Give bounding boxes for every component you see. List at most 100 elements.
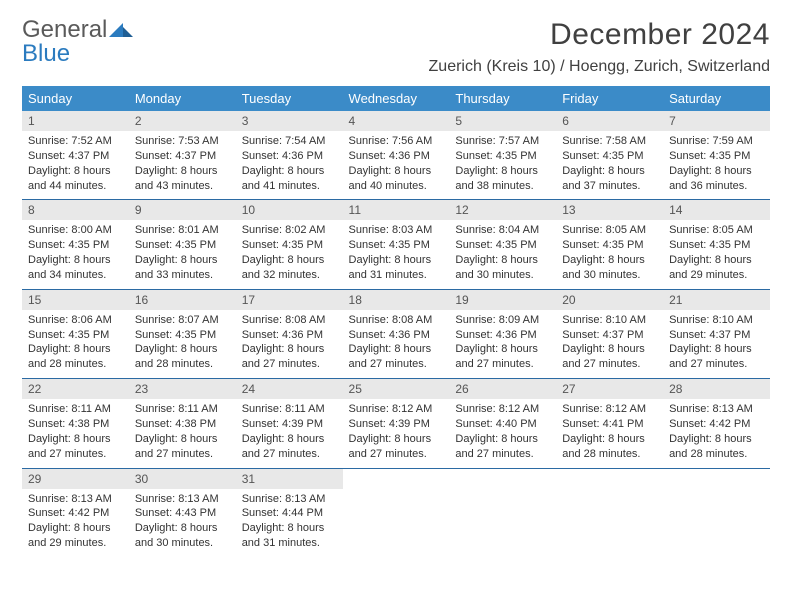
day-number: 4 [343,111,450,131]
day-details: Sunrise: 8:13 AMSunset: 4:42 PMDaylight:… [663,399,770,467]
day-cell: 3Sunrise: 7:54 AMSunset: 4:36 PMDaylight… [236,111,343,200]
day-cell: .. [449,468,556,557]
day-number: 21 [663,290,770,310]
day-details: Sunrise: 8:01 AMSunset: 4:35 PMDaylight:… [129,220,236,288]
day-number: 1 [22,111,129,131]
col-thursday: Thursday [449,86,556,111]
day-number: 13 [556,200,663,220]
day-details: Sunrise: 8:07 AMSunset: 4:35 PMDaylight:… [129,310,236,378]
calendar-page: General Blue December 2024 Zuerich (Krei… [0,0,792,575]
day-cell: 4Sunrise: 7:56 AMSunset: 4:36 PMDaylight… [343,111,450,200]
day-cell: 11Sunrise: 8:03 AMSunset: 4:35 PMDayligh… [343,200,450,289]
week-row: 1Sunrise: 7:52 AMSunset: 4:37 PMDaylight… [22,111,770,200]
day-details: Sunrise: 8:11 AMSunset: 4:38 PMDaylight:… [129,399,236,467]
day-number: 23 [129,379,236,399]
header: General Blue December 2024 Zuerich (Krei… [22,18,770,76]
month-title: December 2024 [429,18,770,52]
day-details: Sunrise: 7:52 AMSunset: 4:37 PMDaylight:… [22,131,129,199]
logo: General Blue [22,18,135,66]
day-cell: 8Sunrise: 8:00 AMSunset: 4:35 PMDaylight… [22,200,129,289]
day-details: Sunrise: 8:00 AMSunset: 4:35 PMDaylight:… [22,220,129,288]
day-number: 29 [22,469,129,489]
day-details: Sunrise: 8:10 AMSunset: 4:37 PMDaylight:… [556,310,663,378]
week-row: 15Sunrise: 8:06 AMSunset: 4:35 PMDayligh… [22,289,770,378]
day-details: Sunrise: 8:03 AMSunset: 4:35 PMDaylight:… [343,220,450,288]
day-number: 19 [449,290,556,310]
day-number: 7 [663,111,770,131]
day-cell: 17Sunrise: 8:08 AMSunset: 4:36 PMDayligh… [236,289,343,378]
day-cell: 14Sunrise: 8:05 AMSunset: 4:35 PMDayligh… [663,200,770,289]
day-number: 8 [22,200,129,220]
calendar-table: Sunday Monday Tuesday Wednesday Thursday… [22,86,770,557]
day-cell: 31Sunrise: 8:13 AMSunset: 4:44 PMDayligh… [236,468,343,557]
day-number: 18 [343,290,450,310]
col-friday: Friday [556,86,663,111]
day-number: 15 [22,290,129,310]
day-number: 12 [449,200,556,220]
day-details: Sunrise: 8:05 AMSunset: 4:35 PMDaylight:… [663,220,770,288]
day-number: 20 [556,290,663,310]
day-number: 14 [663,200,770,220]
day-details: Sunrise: 8:13 AMSunset: 4:43 PMDaylight:… [129,489,236,557]
week-row: 8Sunrise: 8:00 AMSunset: 4:35 PMDaylight… [22,200,770,289]
day-cell: 18Sunrise: 8:08 AMSunset: 4:36 PMDayligh… [343,289,450,378]
day-number: 17 [236,290,343,310]
day-cell: 30Sunrise: 8:13 AMSunset: 4:43 PMDayligh… [129,468,236,557]
day-cell: 10Sunrise: 8:02 AMSunset: 4:35 PMDayligh… [236,200,343,289]
day-cell: 20Sunrise: 8:10 AMSunset: 4:37 PMDayligh… [556,289,663,378]
day-cell: 2Sunrise: 7:53 AMSunset: 4:37 PMDaylight… [129,111,236,200]
col-saturday: Saturday [663,86,770,111]
day-details: Sunrise: 7:58 AMSunset: 4:35 PMDaylight:… [556,131,663,199]
day-details: Sunrise: 8:13 AMSunset: 4:44 PMDaylight:… [236,489,343,557]
day-details: Sunrise: 8:13 AMSunset: 4:42 PMDaylight:… [22,489,129,557]
day-details: Sunrise: 8:09 AMSunset: 4:36 PMDaylight:… [449,310,556,378]
day-number: 31 [236,469,343,489]
day-cell: 7Sunrise: 7:59 AMSunset: 4:35 PMDaylight… [663,111,770,200]
day-number: 25 [343,379,450,399]
day-cell: 28Sunrise: 8:13 AMSunset: 4:42 PMDayligh… [663,379,770,468]
logo-icon [109,18,135,42]
day-number: 24 [236,379,343,399]
col-wednesday: Wednesday [343,86,450,111]
day-cell: 23Sunrise: 8:11 AMSunset: 4:38 PMDayligh… [129,379,236,468]
day-cell: 27Sunrise: 8:12 AMSunset: 4:41 PMDayligh… [556,379,663,468]
day-details: Sunrise: 8:05 AMSunset: 4:35 PMDaylight:… [556,220,663,288]
day-number: 10 [236,200,343,220]
day-cell: 24Sunrise: 8:11 AMSunset: 4:39 PMDayligh… [236,379,343,468]
day-cell: 26Sunrise: 8:12 AMSunset: 4:40 PMDayligh… [449,379,556,468]
day-cell: 16Sunrise: 8:07 AMSunset: 4:35 PMDayligh… [129,289,236,378]
day-cell: 5Sunrise: 7:57 AMSunset: 4:35 PMDaylight… [449,111,556,200]
logo-text-general: General [22,16,107,43]
day-number: 5 [449,111,556,131]
day-details: Sunrise: 8:10 AMSunset: 4:37 PMDaylight:… [663,310,770,378]
weekday-header-row: Sunday Monday Tuesday Wednesday Thursday… [22,86,770,111]
day-details: Sunrise: 8:06 AMSunset: 4:35 PMDaylight:… [22,310,129,378]
day-details: Sunrise: 8:02 AMSunset: 4:35 PMDaylight:… [236,220,343,288]
day-number: 11 [343,200,450,220]
day-number: 22 [22,379,129,399]
day-cell: .. [663,468,770,557]
day-details: Sunrise: 7:54 AMSunset: 4:36 PMDaylight:… [236,131,343,199]
day-cell: 9Sunrise: 8:01 AMSunset: 4:35 PMDaylight… [129,200,236,289]
logo-text-blue: Blue [22,40,70,67]
day-details: Sunrise: 8:11 AMSunset: 4:39 PMDaylight:… [236,399,343,467]
day-cell: .. [343,468,450,557]
day-number: 27 [556,379,663,399]
week-row: 29Sunrise: 8:13 AMSunset: 4:42 PMDayligh… [22,468,770,557]
day-number: 28 [663,379,770,399]
title-block: December 2024 Zuerich (Kreis 10) / Hoeng… [429,18,770,76]
week-row: 22Sunrise: 8:11 AMSunset: 4:38 PMDayligh… [22,379,770,468]
day-number: 16 [129,290,236,310]
day-details: Sunrise: 8:11 AMSunset: 4:38 PMDaylight:… [22,399,129,467]
day-cell: 21Sunrise: 8:10 AMSunset: 4:37 PMDayligh… [663,289,770,378]
day-cell: .. [556,468,663,557]
day-cell: 15Sunrise: 8:06 AMSunset: 4:35 PMDayligh… [22,289,129,378]
day-details: Sunrise: 7:59 AMSunset: 4:35 PMDaylight:… [663,131,770,199]
day-cell: 6Sunrise: 7:58 AMSunset: 4:35 PMDaylight… [556,111,663,200]
day-cell: 19Sunrise: 8:09 AMSunset: 4:36 PMDayligh… [449,289,556,378]
col-monday: Monday [129,86,236,111]
day-details: Sunrise: 7:56 AMSunset: 4:36 PMDaylight:… [343,131,450,199]
day-details: Sunrise: 8:04 AMSunset: 4:35 PMDaylight:… [449,220,556,288]
col-sunday: Sunday [22,86,129,111]
day-cell: 29Sunrise: 8:13 AMSunset: 4:42 PMDayligh… [22,468,129,557]
